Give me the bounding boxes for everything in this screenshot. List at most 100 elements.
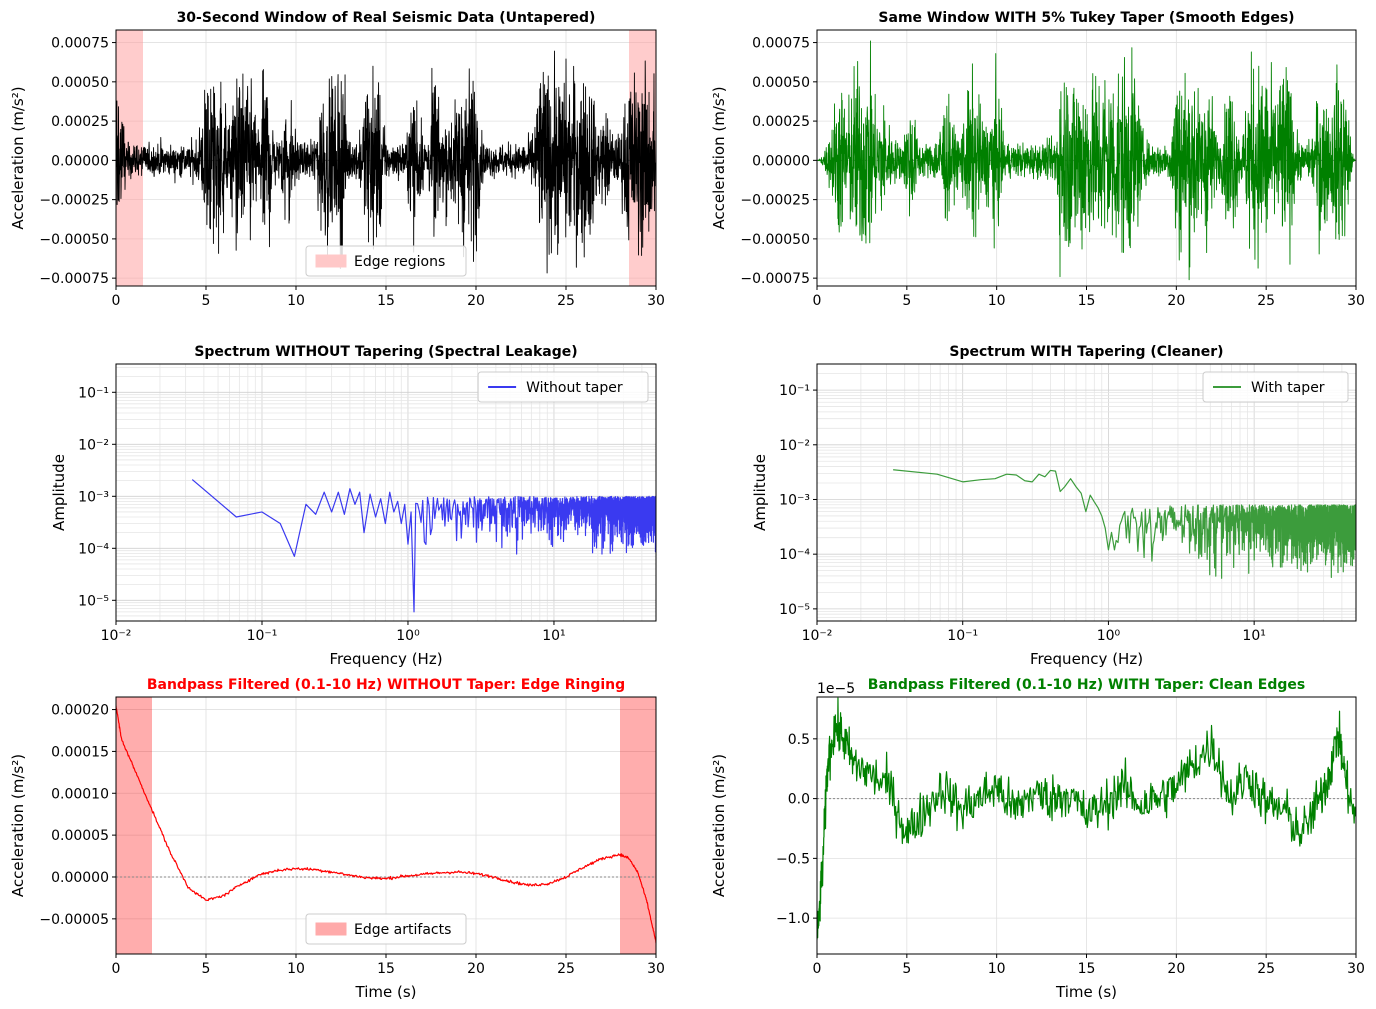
y-tick-label: −1.0 xyxy=(776,911,810,927)
plot-area xyxy=(116,30,656,286)
chart-title: Bandpass Filtered (0.1-10 Hz) WITH Taper… xyxy=(868,677,1305,693)
subplot-5: 0 5 10 15 20 25 30 −0.00005 0.00000 0.00005 0.0001… xyxy=(9,677,665,1001)
y-tick-label: −0.00005 xyxy=(39,912,109,928)
y-tick-label: 10⁻² xyxy=(78,437,109,453)
x-tick-label: 10¹ xyxy=(542,628,565,644)
series-line-1 xyxy=(893,469,1356,579)
x-tick-label: 5 xyxy=(902,961,911,977)
x-axis-label: Frequency (Hz) xyxy=(1030,650,1143,668)
y-axis-label: Acceleration (m/s²) xyxy=(710,754,728,897)
legend-box xyxy=(477,371,649,403)
plot-area xyxy=(817,30,1356,286)
chart-title: Spectrum WITHOUT Tapering (Spectral Leak… xyxy=(194,344,577,360)
x-tick-label: 5 xyxy=(202,961,211,977)
x-tick-label: 10⁻¹ xyxy=(947,628,978,644)
y-tick-label: 0.00050 xyxy=(752,75,810,91)
x-tick-label: 5 xyxy=(902,293,911,309)
x-tick-label: 10⁻² xyxy=(101,628,132,644)
x-tick-label: 10 xyxy=(287,293,305,309)
x-tick-label: 30 xyxy=(1347,293,1365,309)
subplot-6: 0 5 10 15 20 25 30 −1.0 −0.5 0.0 0.5 Bandpass Filte… xyxy=(710,677,1365,1001)
y-axis-label: Amplitude xyxy=(50,454,68,531)
x-tick-label: 20 xyxy=(1167,961,1185,977)
x-tick-label: 10⁰ xyxy=(396,628,420,644)
x-axis-label: Time (s) xyxy=(355,983,417,1001)
y-tick-label: 0.00075 xyxy=(51,36,109,52)
series-line-1 xyxy=(116,50,656,274)
y-tick-label: 0.00050 xyxy=(51,75,109,91)
y-axis-label: Acceleration (m/s²) xyxy=(9,86,27,229)
y-tick-label: −0.00025 xyxy=(39,193,109,209)
y-tick-label: 0.00025 xyxy=(752,114,810,130)
chart-title: Spectrum WITH Tapering (Cleaner) xyxy=(949,344,1223,360)
y-tick-label: 10⁻⁵ xyxy=(78,593,109,609)
x-axis-label: Time (s) xyxy=(1055,983,1117,1001)
x-tick-label: 20 xyxy=(467,961,485,977)
x-tick-label: 25 xyxy=(1257,961,1275,977)
y-tick-label: 0.5 xyxy=(788,732,810,748)
legend-label: Without taper xyxy=(526,380,623,396)
y-tick-label: 0.00005 xyxy=(51,828,109,844)
x-tick-label: 15 xyxy=(1078,293,1096,309)
legend-label: Edge regions xyxy=(354,254,445,270)
series-line-1 xyxy=(116,705,656,944)
y-tick-label: −0.00075 xyxy=(740,271,810,287)
x-tick-label: 25 xyxy=(557,293,575,309)
x-tick-label: 10⁻² xyxy=(802,628,833,644)
x-tick-label: 15 xyxy=(1078,961,1096,977)
x-axis-label: Frequency (Hz) xyxy=(329,650,442,668)
plot-area xyxy=(116,364,656,621)
x-tick-label: 30 xyxy=(647,293,665,309)
y-tick-label: −0.00050 xyxy=(39,232,109,248)
axes-frame xyxy=(115,363,657,622)
chart-title: Bandpass Filtered (0.1-10 Hz) WITHOUT Ta… xyxy=(147,677,625,693)
chart-title: 30-Second Window of Real Seismic Data (U… xyxy=(177,10,596,26)
y-tick-label: 0.00015 xyxy=(51,744,109,760)
y-tick-label: 10⁻⁴ xyxy=(779,547,810,563)
series-line-1 xyxy=(817,40,1356,281)
y-tick-label: 10⁻¹ xyxy=(779,383,810,399)
x-tick-label: 20 xyxy=(467,293,485,309)
subplot-3: 10⁻² 10⁻¹ 10⁰ 10¹ 10⁻⁵ 10⁻⁴ 10⁻³ 10⁻² 10⁻¹ Spectr… xyxy=(50,344,657,668)
plot-area xyxy=(817,697,1356,954)
x-tick-label: 25 xyxy=(1257,293,1275,309)
y-tick-label: 0.00000 xyxy=(752,153,810,169)
plot-area xyxy=(817,364,1356,621)
y-tick-label: −0.5 xyxy=(776,851,810,867)
y-tick-label: 0.00020 xyxy=(51,703,109,719)
chart-title: Same Window WITH 5% Tukey Taper (Smooth … xyxy=(878,10,1294,26)
y-axis-label: Acceleration (m/s²) xyxy=(9,754,27,897)
y-tick-label: −0.00075 xyxy=(39,271,109,287)
x-tick-label: 0 xyxy=(813,961,822,977)
legend-patch xyxy=(315,254,347,268)
legend-box xyxy=(305,913,467,945)
x-tick-label: 0 xyxy=(112,961,121,977)
legend: With taper xyxy=(1202,371,1349,403)
y-axis-label: Amplitude xyxy=(751,454,769,531)
plot-area xyxy=(116,697,656,954)
offset-text: 1e−5 xyxy=(817,681,855,697)
y-tick-label: 0.00075 xyxy=(752,36,810,52)
legend-patch xyxy=(315,922,347,936)
y-tick-label: 0.0 xyxy=(788,792,810,808)
x-tick-label: 10 xyxy=(287,961,305,977)
axes-frame xyxy=(816,363,1357,622)
x-tick-label: 10⁰ xyxy=(1097,628,1121,644)
series-line-1 xyxy=(817,697,1356,940)
y-tick-label: 10⁻⁵ xyxy=(779,602,810,618)
x-tick-label: 10 xyxy=(988,293,1006,309)
shaded-region-1 xyxy=(116,697,152,954)
legend-label: With taper xyxy=(1251,380,1325,396)
x-tick-label: 30 xyxy=(1347,961,1365,977)
x-tick-label: 10¹ xyxy=(1242,628,1265,644)
x-tick-label: 10⁻¹ xyxy=(247,628,278,644)
y-tick-label: 0.00000 xyxy=(51,870,109,886)
y-tick-label: 10⁻¹ xyxy=(78,385,109,401)
y-tick-label: 10⁻³ xyxy=(78,489,109,505)
x-tick-label: 15 xyxy=(377,293,395,309)
y-tick-label: 0.00000 xyxy=(51,153,109,169)
subplot-2: 0 5 10 15 20 25 30 −0.00075 −0.00050 −0.00025 0.00… xyxy=(710,10,1365,309)
x-tick-label: 15 xyxy=(377,961,395,977)
x-tick-label: 10 xyxy=(988,961,1006,977)
